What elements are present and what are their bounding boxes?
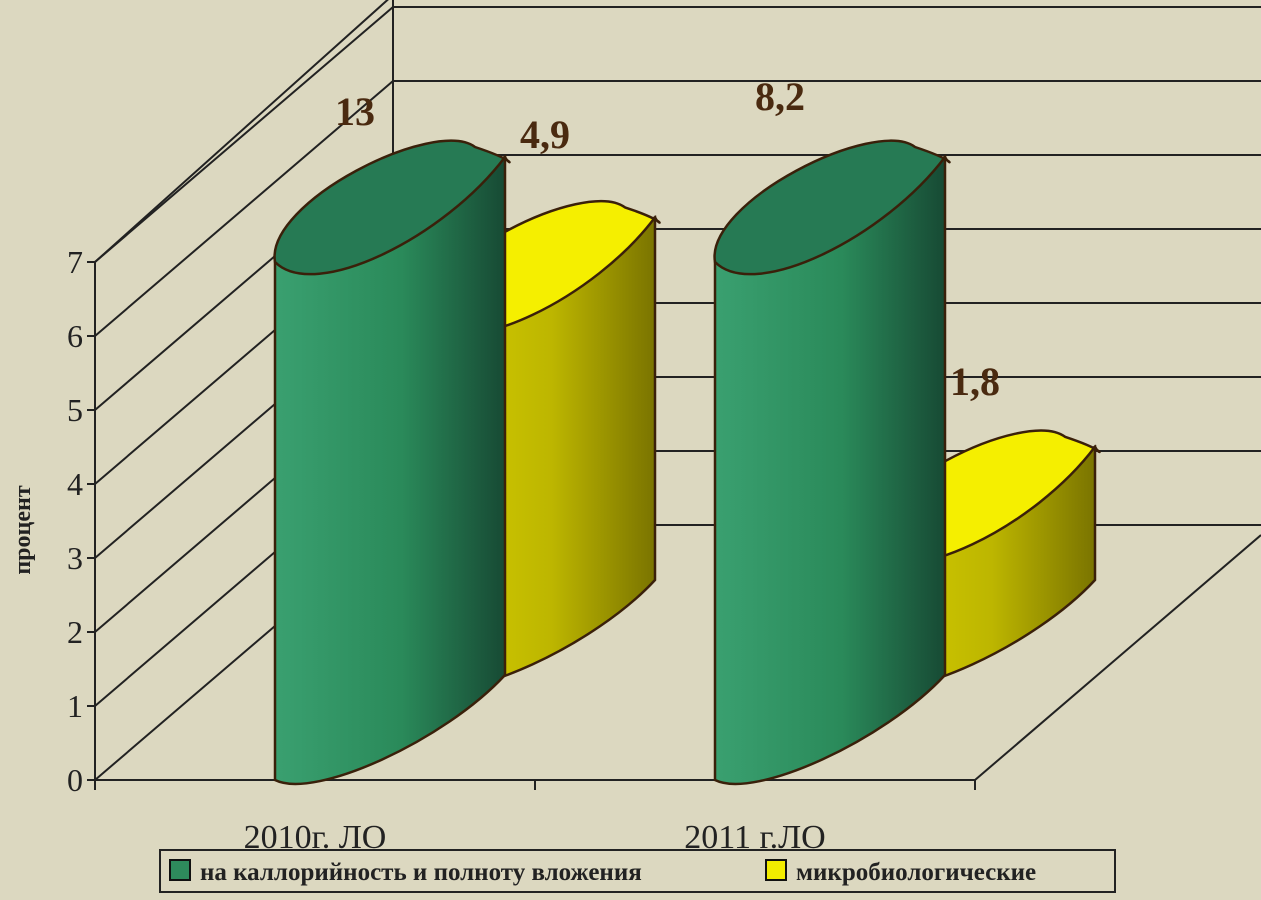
data-label: 13	[335, 89, 375, 134]
data-labels: 4,9 1,8 13 8,2	[335, 74, 1000, 404]
legend-swatch-series-1	[169, 859, 191, 881]
gridlines	[94, 6, 1261, 781]
legend-label-series-2: микробиологические	[796, 859, 1036, 886]
y-tick-label: 5	[67, 392, 83, 428]
legend: на каллорийность и полноту вложения микр…	[159, 849, 1116, 893]
gridline	[94, 6, 1261, 263]
bar	[713, 139, 951, 786]
data-label: 4,9	[520, 112, 570, 157]
x-axis: 2010г. ЛО 2011 г.ЛО	[94, 780, 976, 856]
y-tick-label: 3	[67, 540, 83, 576]
y-tick-label: 1	[67, 688, 83, 724]
data-label: 8,2	[755, 74, 805, 119]
y-tick-label: 7	[67, 244, 83, 280]
gridline	[94, 154, 1261, 411]
floor-edge	[974, 534, 1261, 781]
y-tick-label: 0	[67, 762, 83, 798]
bar-top	[273, 139, 511, 276]
chart-walls	[94, 0, 1261, 781]
y-tick-label: 2	[67, 614, 83, 650]
bar-body	[273, 155, 507, 786]
bar-body	[713, 155, 947, 786]
legend-box	[159, 849, 1116, 893]
legend-swatch-series-2	[765, 859, 787, 881]
bars	[273, 139, 1101, 786]
bar-top	[713, 139, 951, 276]
data-label: 1,8	[950, 359, 1000, 404]
y-tick-label: 4	[67, 466, 83, 502]
y-axis-label: процент	[10, 485, 36, 574]
y-tick-label: 6	[67, 318, 83, 354]
gridline	[94, 80, 1261, 337]
bar	[273, 139, 511, 786]
legend-label-series-1: на каллорийность и полноту вложения	[200, 859, 642, 886]
